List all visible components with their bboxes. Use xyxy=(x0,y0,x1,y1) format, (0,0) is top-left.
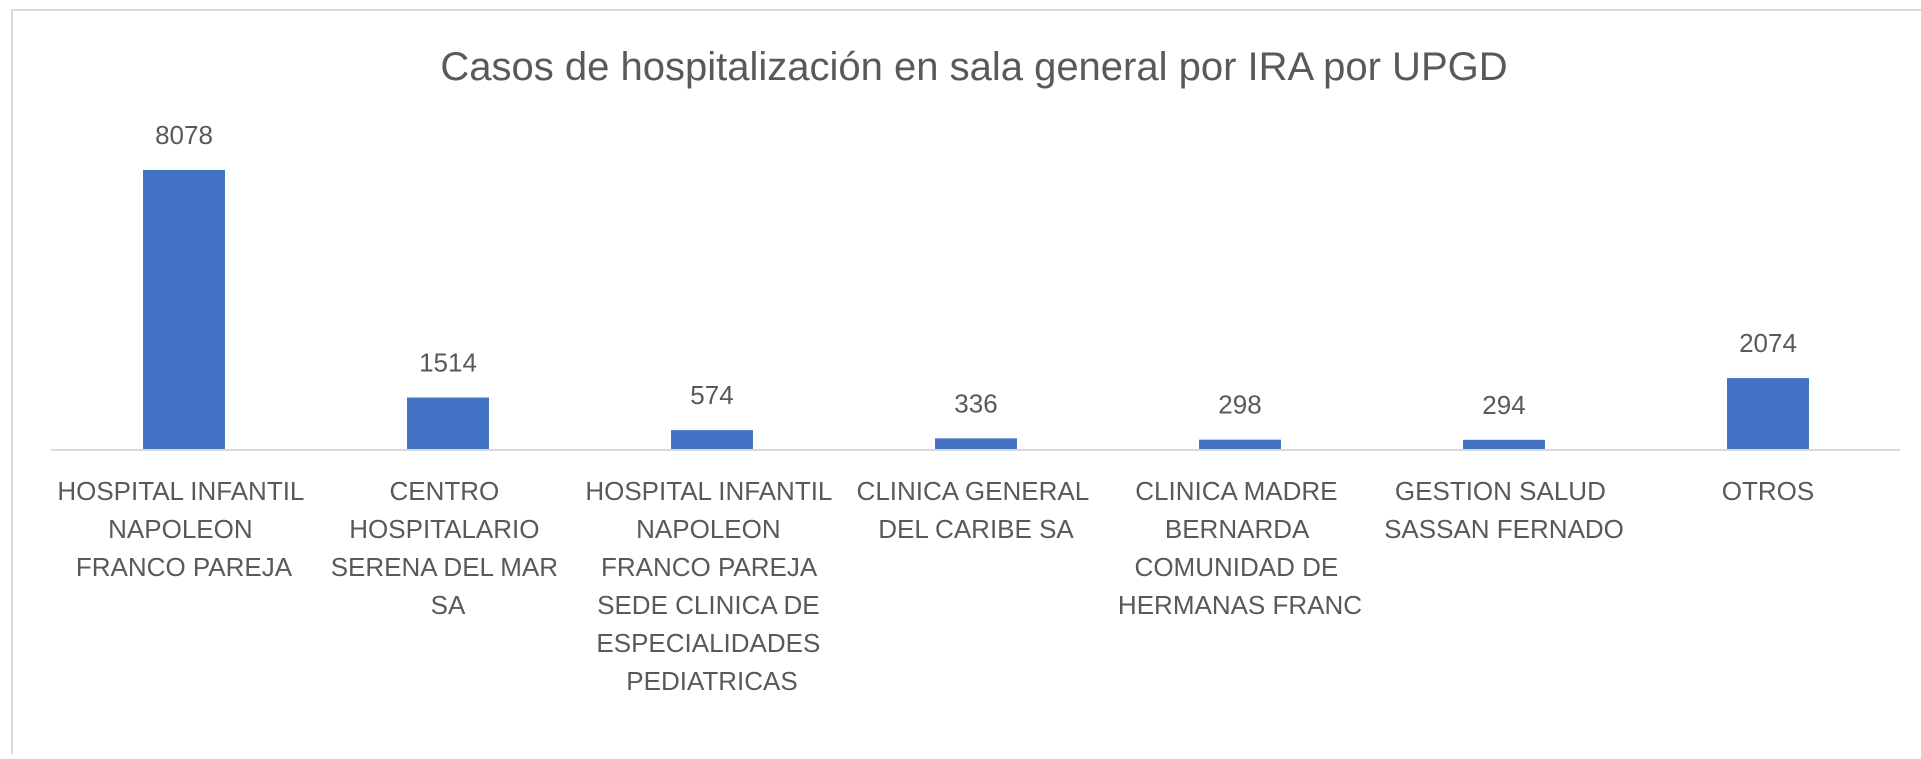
chart-frame xyxy=(11,9,1921,759)
bar xyxy=(935,438,1017,450)
x-tick-label: HOSPITAL INFANTIL NAPOLEON FRANCO PAREJA… xyxy=(585,476,838,696)
x-tick-label: CENTRO HOSPITALARIO SERENA DEL MAR SA xyxy=(331,476,566,620)
x-tick-label: CLINICA MADRE BERNARDA COMUNIDAD DE HERM… xyxy=(1118,476,1362,620)
x-tick-label: HOSPITAL INFANTIL NAPOLEON FRANCO PAREJA xyxy=(57,476,310,582)
x-tick-label: OTROS xyxy=(1722,476,1814,506)
data-label: 574 xyxy=(690,380,733,410)
bar xyxy=(1199,439,1281,450)
bar xyxy=(1727,378,1809,450)
bar xyxy=(1463,439,1545,450)
data-label: 336 xyxy=(954,388,997,418)
data-label: 298 xyxy=(1218,390,1261,420)
x-tick-label: GESTION SALUD SASSAN FERNADO xyxy=(1384,476,1624,544)
data-label: 2074 xyxy=(1739,328,1797,358)
data-label: 1514 xyxy=(419,348,477,378)
chart-title: Casos de hospitalización en sala general… xyxy=(440,45,1507,89)
bar xyxy=(407,397,489,450)
x-tick-label: CLINICA GENERAL DEL CARIBE SA xyxy=(857,476,1096,544)
bar xyxy=(671,430,753,450)
data-label: 8078 xyxy=(155,120,213,150)
bar xyxy=(143,169,225,451)
data-label: 294 xyxy=(1482,390,1525,420)
